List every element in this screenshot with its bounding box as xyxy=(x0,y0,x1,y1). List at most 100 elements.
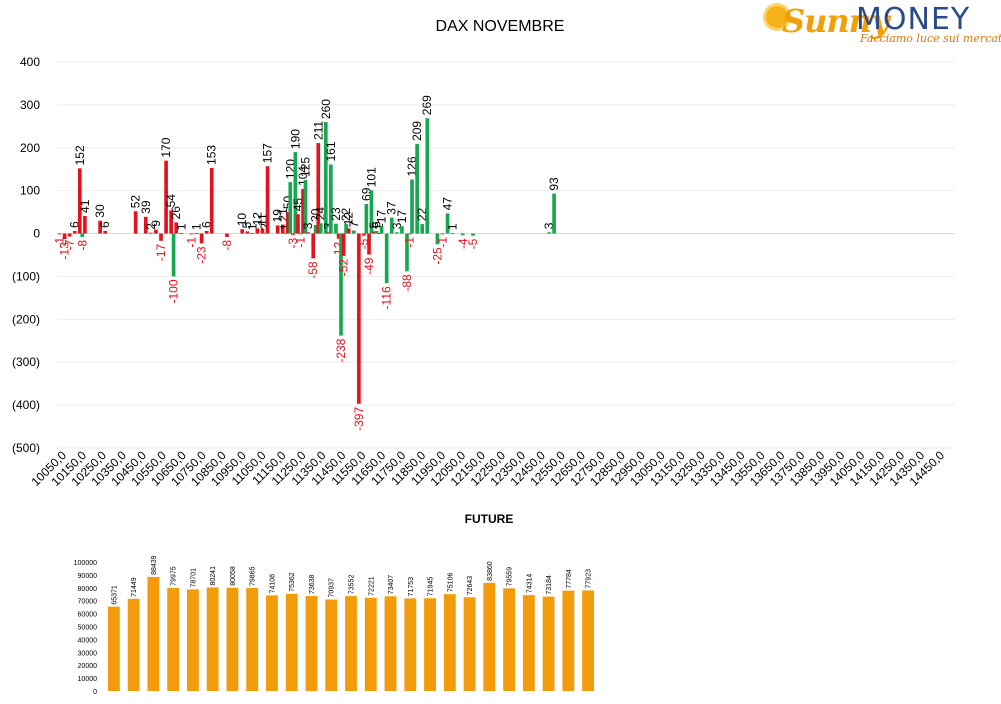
data-label: 12 xyxy=(250,212,264,226)
bar xyxy=(62,233,67,240)
data-label: 211 xyxy=(311,121,325,140)
data-label: 161 xyxy=(324,141,338,161)
data-label: 1 xyxy=(190,223,204,230)
future-data-label: 74314 xyxy=(526,574,533,594)
data-label: 125 xyxy=(298,157,312,177)
data-label: 269 xyxy=(420,95,434,115)
data-label: 1 xyxy=(372,223,386,230)
future-y-tick-label: 100000 xyxy=(74,560,97,567)
future-data-label: 79975 xyxy=(171,566,178,586)
bar xyxy=(336,233,341,239)
bar xyxy=(225,233,229,237)
data-label: 1 xyxy=(446,223,460,230)
data-label: 6 xyxy=(68,221,82,228)
main-bar-chart: 400 300 200 100 0 (100) (200) (300) (400) (500) 10… xyxy=(12,55,955,489)
y-tick-label: (100) xyxy=(12,269,40,283)
future-bar xyxy=(305,596,318,691)
bar xyxy=(435,233,440,245)
bar xyxy=(346,228,351,234)
future-data-label: 75106 xyxy=(447,573,454,593)
logo-sunny-text: Sunny xyxy=(782,2,889,40)
y-tick-label: 0 xyxy=(33,227,40,241)
bar xyxy=(179,233,184,234)
data-label: 1 xyxy=(245,223,259,230)
bar xyxy=(425,118,430,234)
future-data-label: 88439 xyxy=(151,555,158,575)
data-label: 17 xyxy=(375,210,389,224)
bar xyxy=(194,233,199,234)
data-label: -23 xyxy=(195,246,209,264)
future-chart-title: FUTURE xyxy=(465,512,514,526)
bar xyxy=(245,231,250,234)
future-bar xyxy=(127,598,140,691)
bar xyxy=(440,233,445,235)
bar xyxy=(288,182,293,234)
future-bar xyxy=(226,587,239,691)
future-data-label: 73184 xyxy=(546,575,553,595)
future-bar xyxy=(562,590,575,691)
bar xyxy=(255,228,260,234)
future-bar xyxy=(266,595,278,691)
bar xyxy=(415,143,419,234)
future-data-label: 74108 xyxy=(269,574,276,594)
data-label: 39 xyxy=(139,200,153,214)
bar xyxy=(293,152,298,234)
bar xyxy=(471,233,475,236)
data-label: -3 xyxy=(286,238,300,249)
logo-tagline: Facciamo luce sui mercati xyxy=(860,32,1001,45)
bar xyxy=(445,213,450,234)
bar xyxy=(301,188,305,234)
future-data-label: 72643 xyxy=(467,576,474,596)
data-label: -88 xyxy=(400,274,414,292)
data-label: 9 xyxy=(149,220,163,227)
data-label: 22 xyxy=(339,207,353,221)
future-y-tick-label: 10000 xyxy=(78,676,98,683)
bar xyxy=(313,224,318,234)
y-tick-label: 200 xyxy=(20,141,40,155)
bar xyxy=(263,232,267,234)
future-y-tick-label: 30000 xyxy=(78,650,98,657)
data-label: 6 xyxy=(200,221,214,228)
bar xyxy=(80,233,85,237)
data-label: 2 xyxy=(258,223,272,230)
bar xyxy=(204,230,209,234)
data-label: 3 xyxy=(321,222,335,229)
bar xyxy=(450,233,455,234)
bar xyxy=(407,233,412,235)
data-label: 190 xyxy=(288,129,302,149)
data-label: 260 xyxy=(319,99,333,119)
future-bar xyxy=(463,597,476,691)
data-label: -49 xyxy=(362,257,376,275)
future-y-tick-label: 20000 xyxy=(78,663,98,670)
future-bar xyxy=(325,599,338,691)
future-y-tick-label: 70000 xyxy=(78,599,98,606)
bar xyxy=(316,143,321,234)
data-label: 2 xyxy=(144,223,158,230)
y-tick-label: 300 xyxy=(20,98,40,112)
data-label: 6 xyxy=(98,221,112,228)
bar xyxy=(339,233,343,336)
future-data-label: 71449 xyxy=(131,577,138,597)
y-tick-label: (200) xyxy=(12,312,40,326)
data-label: 17 xyxy=(395,210,409,224)
future-data-label: 80241 xyxy=(210,566,217,586)
future-data-label: 77923 xyxy=(586,569,593,589)
future-data-label: 71945 xyxy=(428,577,435,597)
bar xyxy=(351,230,356,234)
future-bar xyxy=(542,596,555,691)
bar xyxy=(344,224,348,234)
bar xyxy=(103,230,108,234)
bar xyxy=(67,233,72,237)
data-label: -52 xyxy=(337,259,351,277)
bar xyxy=(283,233,288,234)
future-y-tick-label: 50000 xyxy=(78,625,98,632)
data-label: 23 xyxy=(329,207,343,221)
data-label: -1 xyxy=(293,237,307,248)
bar xyxy=(384,233,389,284)
logo-money-text: MONEY xyxy=(856,2,971,37)
data-label: 10 xyxy=(235,213,249,227)
bar xyxy=(306,232,310,234)
bar xyxy=(326,232,331,234)
future-bar-chart: 1000009000080000700006000050000400003000… xyxy=(74,555,595,696)
